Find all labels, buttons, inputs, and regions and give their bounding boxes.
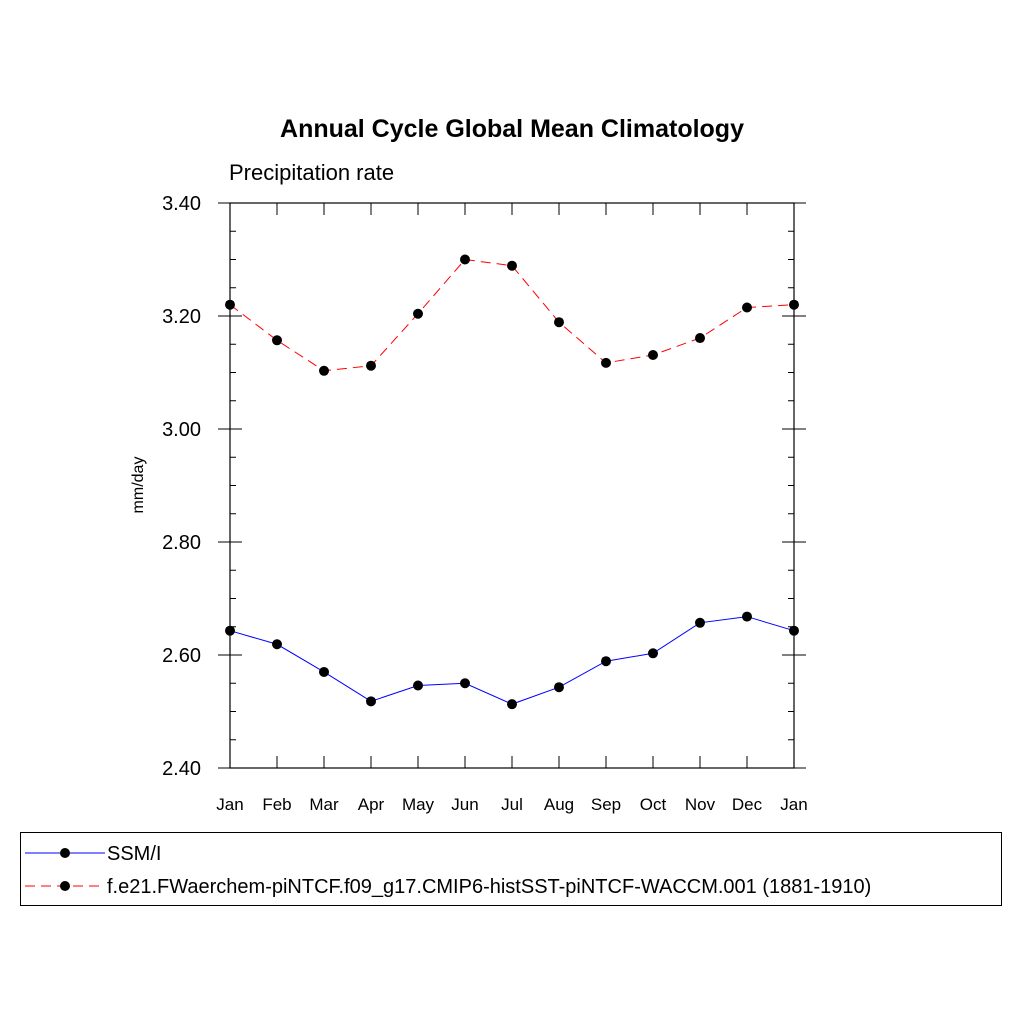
data-point-series-1 <box>272 639 282 650</box>
data-point-series-2 <box>272 335 282 346</box>
x-tick-label: Mar <box>309 795 339 814</box>
chart-title: Annual Cycle Global Mean Climatology <box>280 115 744 143</box>
data-point-series-1 <box>319 666 329 677</box>
data-point-series-2 <box>225 299 235 310</box>
series-points <box>225 254 799 710</box>
x-tick-label: Dec <box>732 795 763 814</box>
plot-frame <box>229 202 795 769</box>
data-point-series-2 <box>554 317 564 328</box>
series-line-1 <box>229 616 795 705</box>
data-point-series-1 <box>413 680 423 691</box>
y-axis-label: mm/day <box>130 457 147 514</box>
data-point-series-2 <box>601 357 611 368</box>
y-tick-labels: 2.40 2.60 2.80 3.00 3.20 3.40 <box>162 193 201 780</box>
data-point-series-2 <box>742 302 752 313</box>
x-tick-label: Jun <box>451 795 478 814</box>
x-tick-label: Jan <box>780 795 807 814</box>
data-point-series-1 <box>742 611 752 622</box>
data-point-series-1 <box>601 656 611 667</box>
data-point-series-2 <box>648 349 658 360</box>
data-point-series-2 <box>507 260 517 271</box>
data-point-series-2 <box>460 254 470 265</box>
data-point-series-2 <box>789 299 799 310</box>
x-tick-label: Nov <box>685 795 716 814</box>
y-tick-label: 3.00 <box>162 419 201 441</box>
x-tick-label: Aug <box>544 795 574 814</box>
data-point-series-1 <box>648 648 658 659</box>
data-point-series-2 <box>413 308 423 319</box>
data-point-series-1 <box>225 625 235 636</box>
x-tick-label: Sep <box>591 795 621 814</box>
data-point-series-1 <box>695 617 705 628</box>
x-tick-label: Oct <box>640 795 667 814</box>
data-point-series-2 <box>319 365 329 376</box>
y-tick-label: 3.20 <box>162 306 201 328</box>
x-tick-labels: Jan Feb Mar Apr May Jun Jul Aug Sep Oct Nov Dec Jan <box>216 795 807 814</box>
x-tick-label: Feb <box>262 795 291 814</box>
y-tick-label: 3.40 <box>162 193 201 215</box>
data-point-series-2 <box>366 360 376 371</box>
y-tick-label: 2.60 <box>162 645 201 667</box>
data-point-series-1 <box>460 678 470 689</box>
chart-subtitle: Precipitation rate <box>229 160 394 185</box>
x-tick-label: Apr <box>358 795 385 814</box>
axis-ticks <box>218 202 806 769</box>
data-point-series-1 <box>789 625 799 636</box>
data-point-series-1 <box>366 696 376 707</box>
y-tick-label: 2.80 <box>162 532 201 554</box>
series-lines <box>229 258 795 705</box>
data-point-series-1 <box>554 682 564 693</box>
x-tick-label: May <box>402 795 435 814</box>
series-line-2 <box>229 258 795 372</box>
data-point-series-2 <box>695 333 705 344</box>
legend <box>20 832 1002 906</box>
y-tick-label: 2.40 <box>162 758 201 780</box>
x-tick-label: Jan <box>216 795 243 814</box>
x-tick-label: Jul <box>501 795 523 814</box>
data-point-series-1 <box>507 699 517 710</box>
